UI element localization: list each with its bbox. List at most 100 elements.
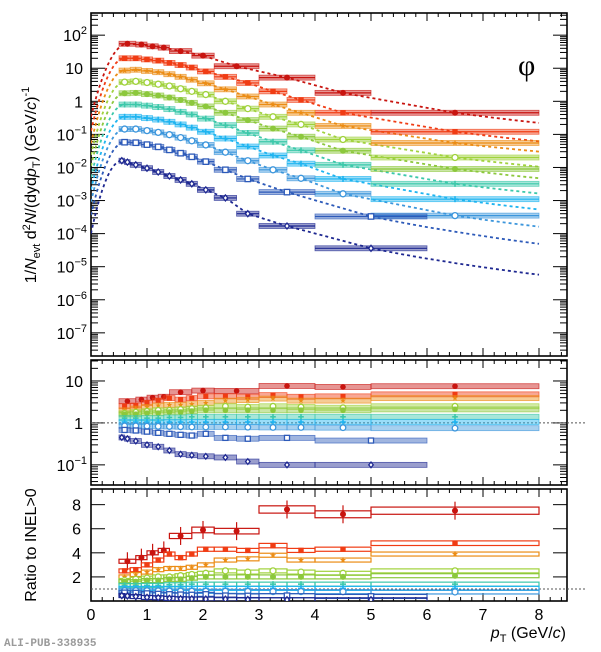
marker-point [144,115,150,122]
marker-point [203,546,209,552]
marker-point [177,389,184,395]
marker-point [298,407,304,414]
marker-point [340,161,346,168]
marker-point [222,413,229,420]
marker-point [222,407,229,414]
marker-point [452,413,458,420]
y-tick-label-exp: −4 [74,224,87,236]
marker-point [177,423,185,431]
marker-point [176,85,185,93]
series-1 [118,55,540,135]
marker-point [124,158,131,167]
publication-id: ALI-PUB-338935 [4,638,97,650]
marker-point [244,130,251,137]
marker-point [367,244,375,253]
marker-point [202,115,209,122]
marker-point [451,153,459,162]
marker-point [221,148,230,156]
marker-point [144,56,150,63]
marker-point [188,87,196,96]
ratio-y-axis-title: Ratio to INEL>0 [23,488,40,602]
marker-point [297,120,305,129]
marker-point [132,139,140,147]
y-tick-label-base: 10 [57,260,75,277]
marker-point [202,452,209,461]
marker-point [144,403,150,410]
marker-point [155,566,162,573]
marker-point [284,74,290,81]
marker-point [133,566,139,573]
marker-point [202,90,210,99]
series-8 [118,138,428,220]
marker-point [188,76,195,83]
marker-point [177,565,184,572]
marker-point [155,557,161,563]
marker-point [188,137,196,145]
marker-point [132,427,139,434]
marker-point [144,577,150,584]
marker-point [452,419,458,425]
marker-point [160,44,167,51]
marker-point [202,103,209,110]
marker-point [298,394,304,400]
marker-point [166,551,173,557]
marker-point [222,573,229,580]
y-tick-label-base: 10 [57,160,75,177]
marker-point [283,188,291,196]
marker-point [203,68,209,75]
marker-point [154,80,162,88]
marker-point [202,399,209,406]
marker-point [244,93,251,100]
marker-point [144,562,150,568]
marker-point [270,542,276,549]
marker-point [367,437,375,444]
marker-point [202,595,210,601]
marker-point [340,110,346,116]
marker-point [269,551,277,558]
ratio-log-data [118,383,540,469]
marker-point [149,43,156,50]
marker-point [188,124,195,131]
y-tick-label-exp: 2 [81,25,87,37]
marker-point [121,568,128,574]
marker-point [222,453,229,462]
marker-point [120,78,129,86]
fit-curve [91,159,540,276]
y-tick-label-exp: −2 [74,157,87,169]
marker-point [143,568,151,575]
marker-point [202,561,209,568]
y-tick-label-exp: −3 [74,191,87,203]
marker-point [269,166,277,174]
marker-point [340,511,346,518]
marker-point [452,406,458,413]
marker-point [177,594,184,601]
marker-point [177,108,184,115]
marker-point [177,576,184,583]
marker-point [188,153,196,161]
ratio-linear-panel: 2 4 6 8 0 1 2 3 4 5 6 7 8 [72,488,587,624]
marker-point [244,423,252,431]
marker-point [244,105,252,113]
y-tick-label-base: 10 [57,326,75,343]
marker-point [339,424,347,432]
marker-point [166,146,173,154]
y-tick-label: 102 [63,25,87,45]
x-tick-label: 8 [535,607,544,624]
y-tick-label: 10−7 [57,323,87,343]
marker-point [121,113,128,120]
marker-point [451,424,459,432]
marker-point [245,413,251,420]
marker-point [452,572,458,579]
marker-point [166,395,172,401]
marker-point [451,139,459,146]
y-tick-label: 6 [72,522,81,539]
marker-point [202,128,209,135]
marker-point [132,89,139,96]
marker-point [339,135,347,144]
marker-point [298,419,304,425]
marker-point [149,549,156,556]
marker-point [202,573,209,580]
marker-point [451,550,459,557]
marker-point [188,594,196,601]
marker-point [118,433,125,442]
